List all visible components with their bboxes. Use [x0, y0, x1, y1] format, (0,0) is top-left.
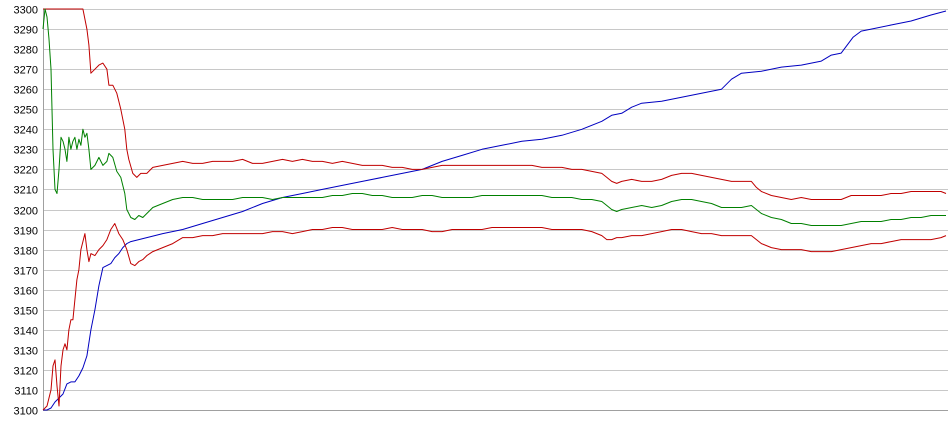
gridlines	[43, 9, 948, 411]
y-tick-label: 3300	[14, 5, 38, 17]
y-tick-label: 3170	[14, 266, 38, 278]
y-tick-label: 3130	[14, 346, 38, 358]
series-line-3	[42, 8, 946, 226]
y-tick-label: 3160	[14, 286, 38, 298]
y-tick-label: 3150	[14, 306, 38, 318]
y-tick-label: 3120	[14, 366, 38, 378]
y-tick-label: 3280	[14, 45, 38, 57]
y-tick-label: 3110	[14, 386, 38, 398]
y-tick-label: 3240	[14, 125, 38, 137]
axes	[43, 9, 948, 411]
y-tick-label: 3180	[14, 246, 38, 258]
y-tick-label: 3190	[14, 226, 38, 238]
y-tick-labels: 3100 3110 3120 3130 3140 3150 3160 3170 3180 3190…	[14, 5, 38, 418]
series-line-4	[42, 223, 947, 411]
series-line-1	[43, 10, 947, 411]
y-tick-label: 3260	[14, 85, 38, 97]
y-tick-label: 3140	[14, 326, 38, 338]
y-tick-label: 3290	[14, 25, 38, 37]
y-tick-label: 3100	[14, 406, 38, 418]
y-tick-label: 3220	[14, 165, 38, 177]
y-tick-label: 3250	[14, 105, 38, 117]
y-tick-label: 3230	[14, 145, 38, 157]
series-line-2	[43, 8, 947, 200]
y-tick-label: 3210	[14, 185, 38, 197]
y-tick-label: 3270	[14, 65, 38, 77]
y-tick-label: 3200	[14, 206, 38, 218]
series-lines	[42, 8, 947, 411]
